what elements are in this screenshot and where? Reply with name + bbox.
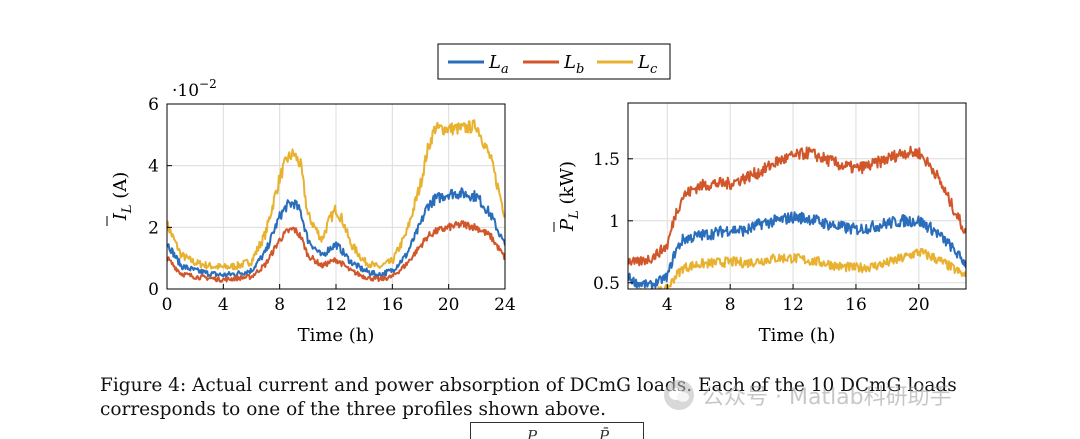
current-x-tick-label: 4 [218, 295, 229, 315]
power-x-tick-label: 8 [725, 295, 736, 315]
power-series-c-line [635, 247, 966, 289]
current-x-tick-label: 20 [438, 295, 460, 315]
current-y-tick-label: 2 [148, 218, 159, 238]
current-y-tick-label: 6 [148, 95, 159, 115]
power-series-a-line [628, 211, 966, 289]
power-x-tick-label: 16 [845, 295, 867, 315]
power-y-ticks: 0.5 1 1.5 [593, 150, 633, 294]
legend-label-la: La [488, 52, 509, 77]
current-x-tick-label: 24 [494, 295, 516, 315]
power-x-axis-label: Time (h) [759, 325, 836, 346]
current-y-tick-label: 0 [148, 280, 159, 300]
table-header-p: P [527, 427, 538, 439]
legend: La Lb Lc [437, 43, 671, 80]
legend-label-lb: Lb [563, 52, 584, 77]
current-exponent: ·10−2 [172, 77, 217, 101]
figure-caption: Figure 4: Actual current and power absor… [100, 374, 1030, 422]
power-series-b-line [628, 145, 966, 267]
legend-label-lc: Lc [637, 52, 658, 77]
caption-line-1: Figure 4: Actual current and power absor… [100, 375, 957, 396]
power-x-ticks: 4 8 12 16 20 [662, 284, 930, 315]
current-x-tick-label: 12 [325, 295, 347, 315]
current-x-axis-label: Time (h) [298, 325, 375, 346]
power-chart: 4 8 12 16 20 0.5 1 1.5 Time (h) PL (kW) [553, 102, 967, 346]
current-x-tick-label: 0 [162, 295, 173, 315]
current-x-tick-label: 16 [382, 295, 404, 315]
power-grid [628, 103, 966, 289]
current-series-group [167, 119, 505, 283]
power-x-tick-label: 20 [908, 295, 930, 315]
current-series-c-line [167, 119, 505, 271]
power-y-tick-label: 1.5 [593, 150, 620, 170]
power-y-tick-label: 0.5 [593, 274, 620, 294]
power-y-axis-label: PL (kW) [557, 161, 582, 232]
power-x-tick-label: 12 [782, 295, 804, 315]
legend-entry-lb: Lb [523, 52, 584, 77]
legend-entry-la: La [448, 52, 509, 77]
power-y-tick-label: 1 [609, 212, 620, 232]
power-x-tick-label: 4 [662, 295, 673, 315]
current-series-a-line [167, 187, 505, 279]
caption-line-2: corresponds to one of the three profiles… [100, 399, 606, 420]
power-plot-frame [627, 102, 967, 290]
current-y-ticks: 0 2 4 6 [148, 95, 172, 300]
current-x-tick-label: 8 [274, 295, 285, 315]
table-fragment: P P̄ [470, 422, 644, 439]
current-y-axis-label: IL (A) [110, 172, 135, 222]
current-y-tick-label: 4 [148, 157, 159, 177]
table-header-pbar: P̄ [599, 427, 610, 439]
power-series-group [628, 145, 966, 289]
current-x-ticks: 0 4 8 12 16 20 24 [162, 284, 516, 315]
legend-entry-lc: Lc [597, 52, 658, 77]
current-series-b-line [167, 220, 505, 283]
